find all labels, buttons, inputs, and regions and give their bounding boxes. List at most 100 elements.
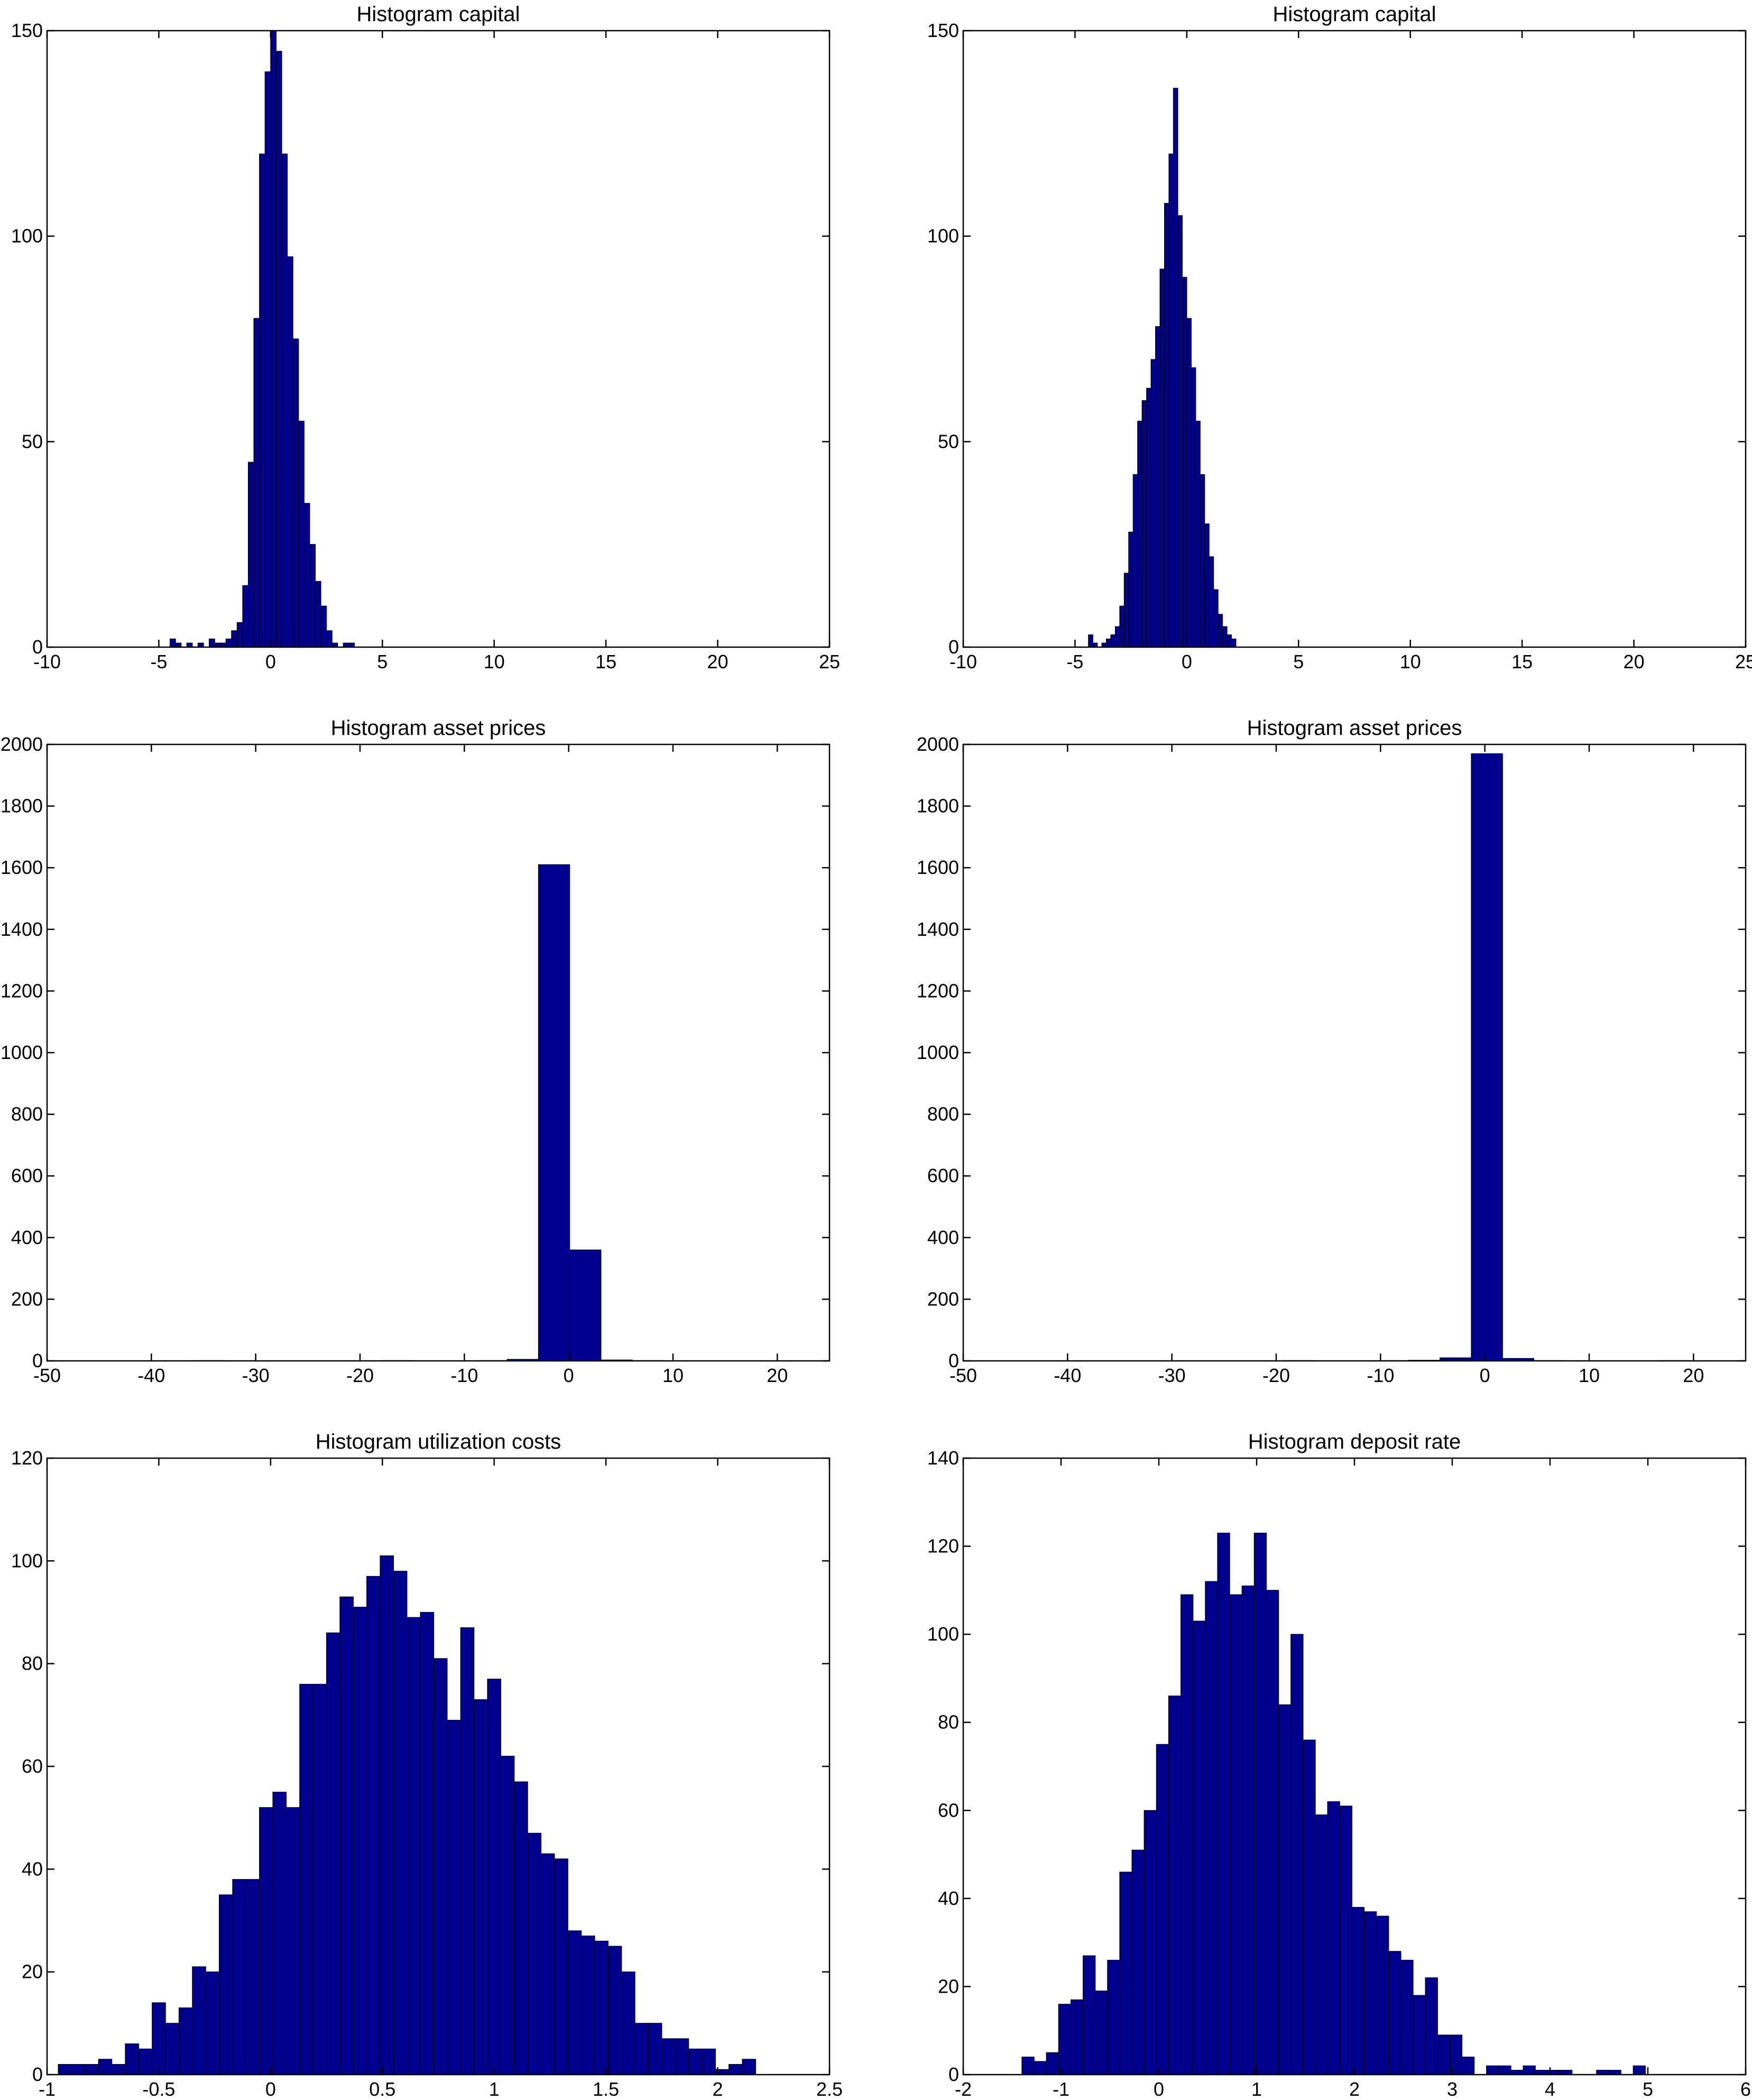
histogram-bar: [1218, 614, 1223, 647]
y-tick-label: 1000: [917, 1042, 959, 1063]
histogram-bar: [487, 1679, 501, 2075]
x-tick-label: -0.5: [142, 2078, 175, 2097]
histogram-bar: [1633, 2065, 1646, 2075]
axes-frame: [962, 743, 1747, 1362]
histogram-bar: [1088, 634, 1093, 647]
histogram-bar: [1186, 318, 1192, 647]
y-tick-label: 60: [938, 1799, 959, 1821]
x-tick-label: -30: [242, 1365, 270, 1386]
histogram-bar: [205, 1972, 220, 2075]
histogram-bar: [527, 1832, 542, 2075]
histogram-bar: [320, 605, 327, 647]
y-tick-label: 200: [927, 1288, 959, 1310]
histogram-bar: [1191, 367, 1196, 647]
x-tick-label: 6: [1740, 2078, 1751, 2097]
histogram-bar: [1351, 1906, 1365, 2075]
y-tick-label: 0: [948, 2064, 959, 2085]
y-tick-label: 120: [11, 1447, 43, 1469]
histogram-bar: [272, 1791, 287, 2075]
histogram-bar: [1200, 474, 1205, 647]
y-tick-label: 0: [32, 2064, 43, 2085]
x-tick-label: -1: [1053, 2078, 1069, 2097]
y-tick-label: 1400: [917, 918, 959, 940]
x-tick-label: 0: [1480, 1365, 1490, 1386]
x-tick-label: -50: [949, 1365, 977, 1386]
histogram-bar: [474, 1699, 488, 2075]
panel: Histogram capital -10 -5 0 5 10 15 20 25 0 50 100 15…: [927, 3, 1752, 673]
chart-title: Histogram asset prices: [331, 716, 546, 740]
x-tick-label: 4: [1545, 2078, 1555, 2097]
histogram-bar: [1222, 626, 1228, 647]
histogram-bar: [1290, 1634, 1304, 2075]
histogram-bar: [1173, 88, 1178, 647]
y-tick-label: 0: [948, 1350, 959, 1371]
x-tick-label: -40: [137, 1365, 165, 1386]
x-tick-label: 20: [1683, 1365, 1704, 1386]
histogram-bar: [219, 1894, 233, 2075]
y-tick-label: 1000: [1, 1042, 43, 1063]
y-tick-label: 1200: [1, 980, 43, 1001]
histogram-bar: [1181, 1594, 1194, 2075]
histogram-bar: [253, 318, 260, 647]
axes-frame: [46, 743, 831, 1362]
histogram-bar: [292, 338, 299, 647]
histogram-bar: [569, 1249, 602, 1361]
histogram-bar: [165, 2023, 180, 2075]
histogram-bar: [1168, 153, 1174, 647]
x-tick-label: -10: [33, 651, 61, 673]
panel: Histogram asset prices -50 -40 -30 -20 -10 0 10…: [1, 716, 831, 1386]
histogram-bar: [661, 2038, 676, 2075]
histogram-bar: [1195, 420, 1201, 647]
x-tick-label: 25: [1735, 651, 1752, 673]
y-tick-label: 60: [22, 1755, 43, 1777]
x-tick-label: 10: [1579, 1365, 1600, 1386]
x-tick-label: 1: [489, 2078, 500, 2097]
chart-title: Histogram deposit rate: [1248, 1430, 1461, 1453]
x-tick-label: -10: [450, 1365, 478, 1386]
histogram-bar: [1110, 634, 1116, 647]
x-tick-label: -5: [150, 651, 167, 673]
histogram-bar: [1315, 1815, 1328, 2075]
histogram-bar: [1123, 573, 1129, 647]
y-tick-label: 150: [927, 20, 959, 41]
histogram-bar: [125, 2043, 139, 2075]
histogram-bar: [1021, 2057, 1035, 2075]
y-tick-label: 800: [11, 1103, 43, 1125]
histogram-bar: [1034, 2061, 1047, 2075]
histogram-bar: [138, 2048, 153, 2075]
histogram-bar: [500, 1755, 515, 2075]
histogram-bar: [1193, 1620, 1206, 2075]
x-tick-label: -50: [33, 1365, 61, 1386]
y-tick-label: 0: [32, 636, 43, 658]
histogram-bar: [1376, 1915, 1389, 2075]
y-tick-label: 1400: [1, 918, 43, 940]
histogram-bar: [514, 1781, 528, 2075]
panel: Histogram asset prices -50 -40 -30 -20 -10 0 10…: [917, 716, 1747, 1386]
panel: Histogram utilization costs -1 -0.5 0 0.5 1 1.…: [11, 1430, 843, 2100]
y-tick-label: 20: [22, 1961, 43, 1983]
histogram-bar: [1227, 634, 1232, 647]
histogram-bar: [433, 1658, 448, 2075]
histogram-bar: [270, 31, 277, 647]
histogram-bar: [1400, 1959, 1414, 2075]
histogram-bar: [1231, 638, 1237, 647]
histogram-bar: [1095, 1991, 1108, 2075]
y-tick-label: 140: [927, 1447, 959, 1469]
x-tick-label: -10: [949, 651, 977, 673]
x-tick-label: 10: [1400, 651, 1421, 673]
bars: [1088, 88, 1237, 647]
histogram-bar: [186, 642, 193, 647]
x-tick-label: -2: [955, 2078, 972, 2097]
histogram-bar: [315, 581, 321, 647]
histogram-bar: [1106, 638, 1111, 647]
y-tick-label: 100: [927, 225, 959, 247]
y-tick-label: 120: [927, 1535, 959, 1557]
y-tick-label: 1600: [917, 856, 959, 878]
histogram-bar: [1046, 2052, 1059, 2075]
histogram-bar: [1155, 326, 1160, 647]
x-tick-label: -1: [39, 2078, 56, 2097]
histogram-bar: [192, 1966, 206, 2075]
histogram-bar: [675, 2038, 689, 2075]
histogram-bar: [303, 503, 310, 647]
x-tick-label: 15: [1511, 651, 1533, 673]
